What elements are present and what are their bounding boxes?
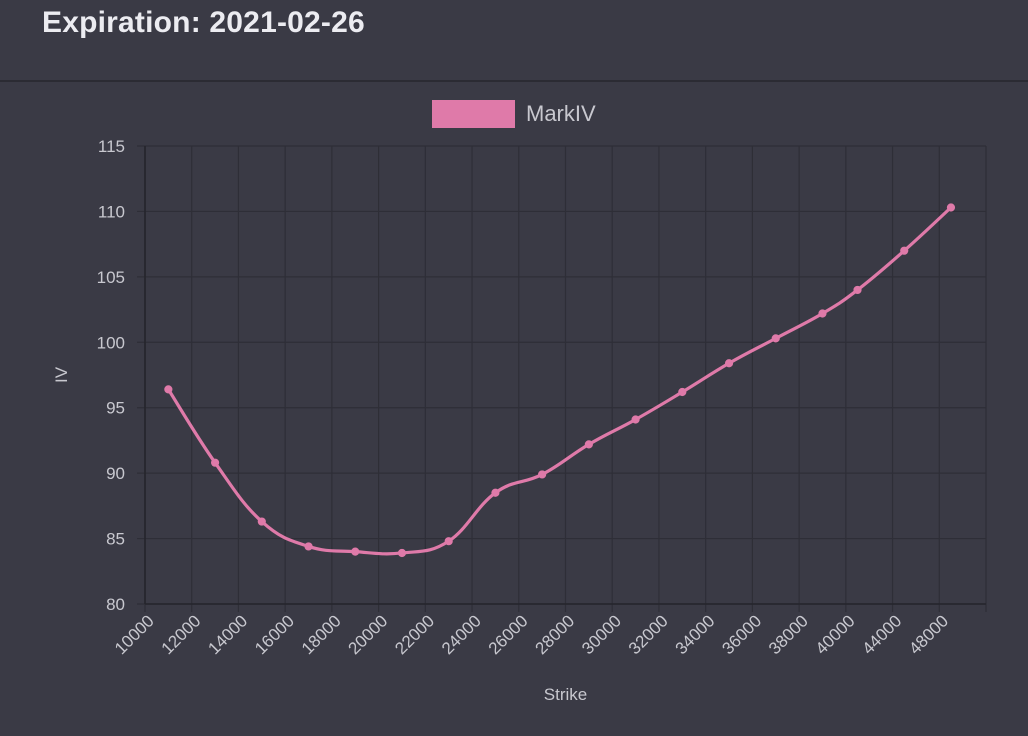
x-tick: 36000	[718, 611, 765, 658]
y-tick-label: 85	[106, 530, 125, 549]
x-tick-label: 48000	[905, 611, 952, 658]
x-tick-label: 10000	[111, 611, 158, 658]
markiv-point[interactable]	[946, 203, 956, 212]
y-tick-label: 90	[106, 464, 125, 483]
markiv-point[interactable]	[210, 458, 220, 467]
markiv-point[interactable]	[771, 334, 780, 343]
markiv-point[interactable]	[491, 488, 500, 497]
x-tick: 24000	[438, 611, 485, 658]
x-tick-label: 28000	[531, 611, 578, 658]
markiv-point[interactable]	[304, 542, 313, 551]
x-tick: 48000	[905, 611, 952, 658]
x-tick-label: 20000	[345, 611, 392, 658]
x-tick: 10000	[111, 611, 158, 658]
x-tick-label: 30000	[578, 611, 625, 658]
x-tick: 40000	[812, 611, 859, 658]
x-tick-label: 16000	[251, 611, 298, 658]
chart-area: 80 85 90 95 100 105 110 115 10000 12000 14000 16000…	[0, 82, 1028, 736]
markiv-point[interactable]	[538, 470, 547, 479]
markiv-point[interactable]	[164, 385, 173, 394]
x-tick-label: 38000	[765, 611, 812, 658]
x-tick: 38000	[765, 611, 812, 658]
y-tick-label: 110	[98, 202, 125, 221]
series-markiv	[164, 203, 956, 558]
x-tick: 18000	[298, 611, 345, 658]
grid	[137, 145, 987, 612]
x-tick-label: 44000	[859, 611, 906, 658]
markiv-point[interactable]	[257, 517, 266, 526]
x-tick: 34000	[672, 611, 719, 658]
markiv-point[interactable]	[724, 359, 734, 368]
markiv-point[interactable]	[397, 548, 407, 558]
x-tick: 28000	[531, 611, 578, 658]
markiv-point[interactable]	[444, 537, 453, 546]
x-tick: 30000	[578, 611, 625, 658]
y-tick-label: 100	[97, 333, 125, 352]
x-tick-label: 36000	[718, 611, 765, 658]
y-tick-label: 105	[97, 268, 125, 287]
x-tick: 20000	[345, 611, 392, 658]
x-tick-label: 32000	[625, 611, 672, 658]
x-tick-label: 24000	[438, 611, 485, 658]
page-title: Expiration: 2021-02-26	[42, 6, 365, 39]
x-tick: 26000	[485, 611, 532, 658]
x-tick-label: 34000	[672, 611, 719, 658]
markiv-point[interactable]	[584, 440, 593, 449]
markiv-point[interactable]	[818, 309, 827, 318]
x-tick-label: 12000	[158, 611, 205, 658]
x-tick: 14000	[204, 611, 251, 658]
y-tick-label: 80	[106, 595, 125, 614]
iv-chart: 80 85 90 95 100 105 110 115 10000 12000 14000 16000…	[52, 100, 987, 704]
x-tick-label: 14000	[204, 611, 251, 658]
y-tick-label: 115	[98, 137, 125, 156]
legend[interactable]: MarkIV	[432, 100, 596, 128]
markiv-point[interactable]	[351, 547, 360, 556]
x-tick-label: 40000	[812, 611, 859, 658]
x-tick: 22000	[391, 611, 438, 658]
x-axis-title: Strike	[544, 685, 587, 704]
x-tick: 32000	[625, 611, 672, 658]
y-axis-title: IV	[52, 366, 71, 383]
x-tick: 16000	[251, 611, 298, 658]
x-tick-label: 22000	[391, 611, 438, 658]
markiv-point[interactable]	[631, 415, 640, 424]
y-tick-label: 95	[106, 399, 125, 418]
x-tick-label: 18000	[298, 611, 345, 658]
markiv-point[interactable]	[853, 285, 862, 295]
axes: 80 85 90 95 100 105 110 115 10000 12000 14000 16000…	[97, 137, 986, 658]
x-tick: 12000	[158, 611, 205, 658]
legend-swatch[interactable]	[432, 100, 515, 128]
legend-label[interactable]: MarkIV	[526, 101, 596, 126]
markiv-point[interactable]	[678, 387, 687, 397]
x-tick: 44000	[859, 611, 906, 658]
markiv-point[interactable]	[900, 246, 909, 255]
x-tick-label: 26000	[485, 611, 532, 658]
page-header: Expiration: 2021-02-26	[0, 0, 1028, 82]
